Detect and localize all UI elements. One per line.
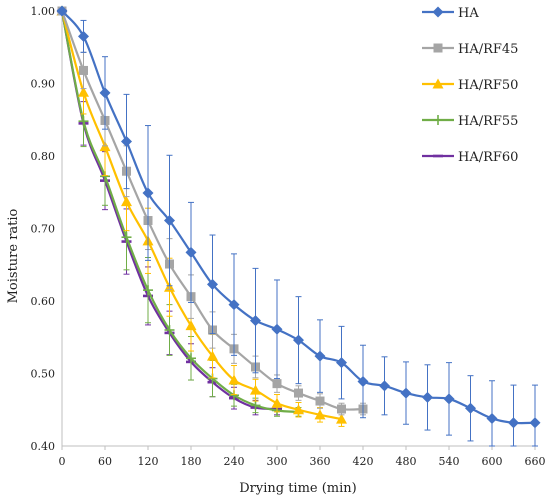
data-point-ha <box>443 393 455 405</box>
data-point-ha <box>271 323 283 335</box>
legend-marker-ha-rf50 <box>432 78 444 89</box>
data-point-ha <box>99 87 111 99</box>
data-point-ha-rf50 <box>78 86 89 97</box>
data-point-ha <box>185 246 197 258</box>
legend-marker-ha <box>432 6 444 18</box>
series-line-ha-rf60 <box>60 10 278 411</box>
x-tick-labels: 0 60 120 180 240 300 360 420 480 540 600 660 <box>59 455 546 468</box>
y-tick-label: 1.00 <box>31 5 56 18</box>
legend-item-ha-rf60: HA/RF60 <box>422 150 518 165</box>
y-tick-label: 0.90 <box>31 78 56 91</box>
y-tick-label: 0.70 <box>31 223 56 236</box>
legend-item-ha-rf55: HA/RF55 <box>422 114 518 129</box>
legend-label: HA <box>458 6 479 21</box>
data-point-ha <box>314 350 326 362</box>
x-tick-label: 120 <box>138 455 159 468</box>
series-line-ha-rf50 <box>60 10 342 421</box>
data-point-ha-rf55 <box>78 116 89 127</box>
data-point-ha <box>121 136 132 147</box>
x-tick-label: 60 <box>98 455 112 468</box>
data-point-ha <box>78 30 89 42</box>
legend-item-ha-rf50: HA/RF50 <box>422 78 518 93</box>
data-point-ha <box>529 417 541 429</box>
x-tick-label: 660 <box>525 455 546 468</box>
x-tick-label: 360 <box>310 455 331 468</box>
legend-item-ha-rf45: HA/RF45 <box>422 42 518 57</box>
y-tick-label: 0.50 <box>31 368 56 381</box>
data-point-ha-rf55 <box>164 325 175 335</box>
legend-label: HA/RF50 <box>458 78 518 93</box>
x-tick-label: 420 <box>353 455 374 468</box>
series-ha <box>56 5 541 447</box>
data-point-ha <box>164 215 175 227</box>
series-ha-rf55 <box>57 6 304 417</box>
data-point-ha-rf50 <box>228 374 240 385</box>
legend-item-ha: HA <box>422 6 479 21</box>
x-tick-label: 600 <box>482 455 503 468</box>
data-point-ha <box>508 417 519 429</box>
chart-axes <box>61 11 536 450</box>
data-point-ha <box>207 278 218 290</box>
data-point-ha <box>357 375 369 387</box>
data-point-ha <box>142 187 154 199</box>
x-tick-label: 300 <box>267 455 288 468</box>
x-tick-label: 180 <box>181 455 202 468</box>
legend-label: HA/RF55 <box>458 114 518 129</box>
legend: HA HA/RF45 HA/RF50 HA/RF55 HA/RF60 <box>422 6 518 165</box>
x-tick-label: 0 <box>59 455 66 468</box>
data-point-ha <box>293 334 304 346</box>
series-ha-rf50 <box>56 5 347 427</box>
legend-label: HA/RF60 <box>458 150 518 165</box>
data-point-ha-rf55 <box>250 400 261 411</box>
data-point-ha-rf45 <box>294 388 303 398</box>
data-point-ha-rf45 <box>79 65 88 75</box>
y-tick-label: 0.40 <box>31 440 56 453</box>
data-point-ha-rf55 <box>143 285 153 296</box>
data-point-ha <box>486 412 498 424</box>
series-layer <box>56 5 541 447</box>
data-point-ha <box>379 380 390 392</box>
data-point-ha-rf50 <box>207 350 218 361</box>
data-point-ha <box>400 387 412 399</box>
y-axis-label: Moisture ratio <box>6 208 21 303</box>
data-point-ha-rf50 <box>336 413 347 424</box>
data-point-ha-rf50 <box>185 320 197 331</box>
y-tick-label: 0.60 <box>31 295 56 308</box>
legend-label: HA/RF45 <box>458 42 518 57</box>
data-point-ha-rf45 <box>272 379 282 389</box>
data-point-ha <box>422 391 433 403</box>
data-point-ha-rf45 <box>337 404 346 414</box>
y-tick-labels: 0.40 0.50 0.60 0.70 0.80 0.90 1.00 <box>31 5 56 453</box>
data-point-ha-rf50 <box>293 404 304 415</box>
x-tick-label: 240 <box>224 455 245 468</box>
x-axis-label: Drying time (min) <box>239 481 357 496</box>
data-point-ha <box>56 5 68 17</box>
data-point-ha-rf50 <box>314 409 326 420</box>
data-point-ha <box>228 299 240 311</box>
data-point-ha <box>465 402 476 414</box>
data-point-ha-rf50 <box>271 397 283 408</box>
data-point-ha-rf55 <box>186 353 196 364</box>
legend-marker-ha-rf45 <box>433 43 443 53</box>
x-tick-label: 480 <box>396 455 417 468</box>
x-tick-label: 540 <box>439 455 460 468</box>
data-point-ha-rf45 <box>315 396 325 406</box>
data-point-ha <box>250 315 261 327</box>
data-point-ha-rf55 <box>121 232 132 243</box>
y-tick-label: 0.80 <box>31 150 56 163</box>
data-point-ha-rf50 <box>250 384 261 395</box>
legend-marker-ha-rf55 <box>433 115 443 125</box>
data-point-ha-rf50 <box>121 196 132 207</box>
data-point-ha <box>336 357 347 369</box>
